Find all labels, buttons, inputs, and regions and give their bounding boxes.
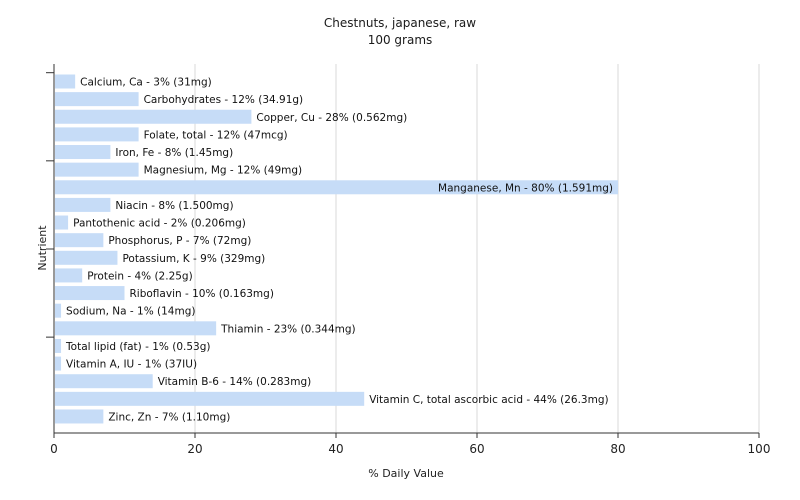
bar-label: Copper, Cu - 28% (0.562mg) <box>256 112 407 124</box>
bar-label: Protein - 4% (2.25g) <box>87 270 193 282</box>
bar-label: Folate, total - 12% (47mcg) <box>144 129 288 141</box>
bar-label: Total lipid (fat) - 1% (0.53g) <box>65 341 210 353</box>
bar <box>55 109 252 124</box>
bar <box>55 338 62 353</box>
bar <box>55 127 139 142</box>
bar <box>55 321 217 336</box>
bar <box>55 268 83 283</box>
bar-label: Potassium, K - 9% (329mg) <box>122 253 265 265</box>
chart-subtitle: 100 grams <box>368 33 433 47</box>
bar <box>55 92 139 107</box>
x-axis-label: % Daily Value <box>368 467 444 480</box>
bar-label: Sodium, Na - 1% (14mg) <box>66 306 195 318</box>
y-axis-label: Nutrient <box>36 225 49 271</box>
bar <box>55 180 618 195</box>
axes: 0 20 40 60 80 100 <box>46 64 770 456</box>
bar <box>55 250 118 265</box>
bar <box>55 409 104 424</box>
bar-label: Phosphorus, P - 7% (72mg) <box>108 235 251 247</box>
bar-label: Carbohydrates - 12% (34.91g) <box>144 94 304 106</box>
bar-label: Calcium, Ca - 3% (31mg) <box>80 77 212 89</box>
x-tick-label: 20 <box>187 442 202 456</box>
bar-label: Zinc, Zn - 7% (1.10mg) <box>108 411 230 423</box>
bar-label: Vitamin B-6 - 14% (0.283mg) <box>158 376 312 388</box>
bar-label: Thiamin - 23% (0.344mg) <box>220 323 356 335</box>
bar <box>55 145 111 160</box>
bar-label: Niacin - 8% (1.500mg) <box>115 200 233 212</box>
bars: Calcium, Ca - 3% (31mg) Carbohydrates - 1… <box>55 74 618 424</box>
bar-label: Magnesium, Mg - 12% (49mg) <box>144 165 303 177</box>
bar <box>55 374 153 389</box>
bar <box>55 286 125 301</box>
x-tick-label: 0 <box>50 442 58 456</box>
bar <box>55 215 69 230</box>
bar <box>55 74 76 89</box>
bar-label: Vitamin C, total ascorbic acid - 44% (26… <box>369 394 608 406</box>
grid <box>194 64 760 433</box>
bar-label: Manganese, Mn - 80% (1.591mg) <box>438 182 613 194</box>
bar-label: Riboflavin - 10% (0.163mg) <box>130 288 274 300</box>
bar <box>55 303 62 318</box>
bar <box>55 197 111 212</box>
bar-label: Vitamin A, IU - 1% (37IU) <box>66 359 197 371</box>
x-tick-label: 80 <box>610 442 625 456</box>
bar <box>55 233 104 248</box>
bar-label: Pantothenic acid - 2% (0.206mg) <box>73 218 246 230</box>
bar <box>55 391 365 406</box>
bar <box>55 162 139 177</box>
x-tick-label: 100 <box>748 442 771 456</box>
bar-label: Iron, Fe - 8% (1.45mg) <box>115 147 233 159</box>
bar <box>55 356 62 371</box>
chart-title: Chestnuts, japanese, raw <box>324 16 476 30</box>
x-tick-label: 40 <box>328 442 343 456</box>
x-tick-label: 60 <box>469 442 484 456</box>
